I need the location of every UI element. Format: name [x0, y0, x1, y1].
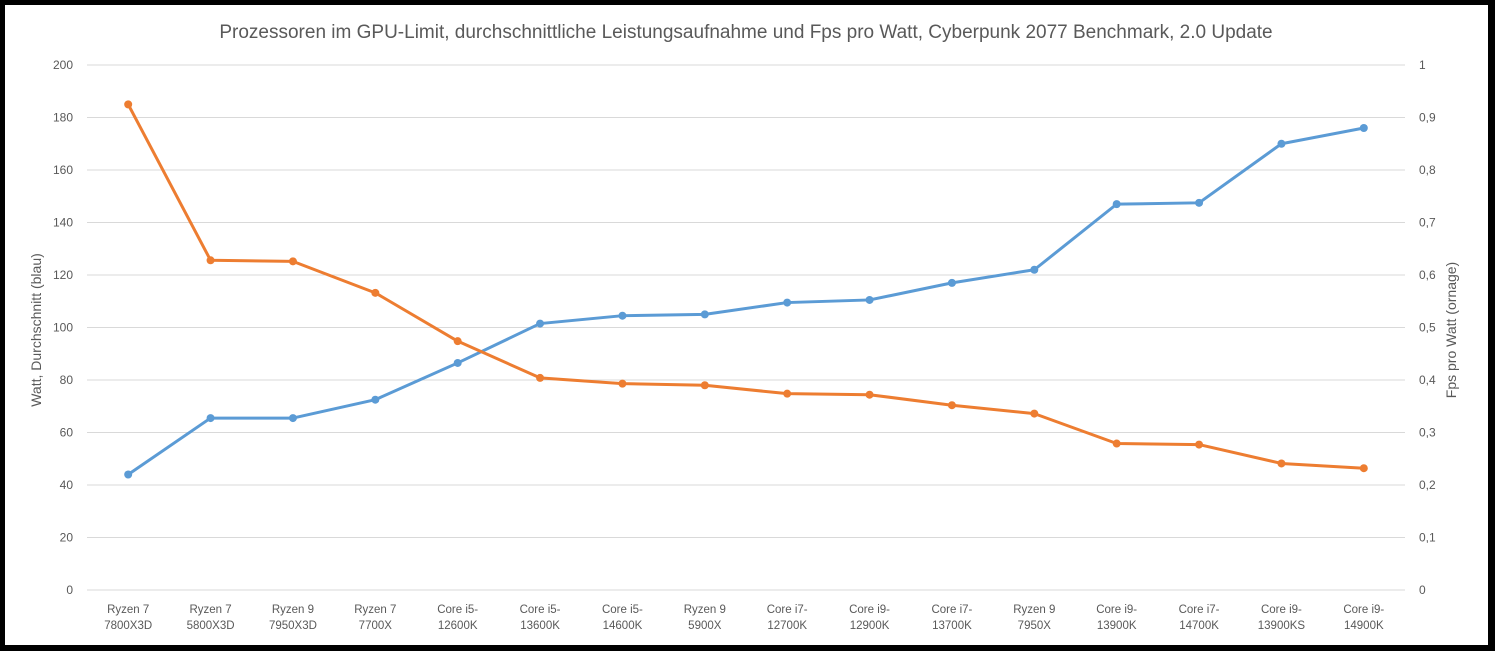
- category-label: Core i9-12900K: [849, 604, 890, 632]
- category-label: Core i7-12700K: [767, 604, 808, 632]
- category-label: Core i5-13600K: [520, 604, 561, 632]
- fps-per-watt-point: [1030, 409, 1039, 418]
- watt-point: [1277, 139, 1286, 148]
- watt-point: [700, 310, 709, 319]
- series-line-fps-per-watt: [126, 103, 1364, 470]
- watt-point: [371, 395, 380, 404]
- watt-point: [206, 414, 215, 423]
- series-layer: [124, 100, 1368, 479]
- right-tick-label: 0,4: [1419, 373, 1436, 387]
- right-tick-label: 0,2: [1419, 478, 1436, 492]
- watt-point: [1359, 124, 1368, 132]
- line-chart: Prozessoren im GPU-Limit, durchschnittli…: [28, 22, 1459, 632]
- watt-point: [124, 470, 133, 479]
- fps-per-watt-point: [700, 381, 709, 390]
- right-tick-label: 0,1: [1419, 531, 1436, 545]
- right-tick-label: 1: [1419, 58, 1426, 72]
- category-label: Core i7-13700K: [931, 604, 972, 632]
- category-label: Ryzen 7 7800X3D: [104, 604, 152, 632]
- category-label: Core i5-14600K: [602, 604, 643, 632]
- fps-per-watt-point: [124, 100, 133, 109]
- fps-per-watt-point: [536, 373, 545, 382]
- fps-per-watt-point: [1277, 459, 1286, 468]
- watt-point: [1195, 198, 1204, 207]
- right-tick-label: 0,6: [1419, 268, 1436, 282]
- left-tick-label: 80: [60, 373, 74, 387]
- category-label: Ryzen 9 7950X: [1013, 604, 1055, 632]
- right-tick-label: 0,7: [1419, 216, 1436, 230]
- fps-per-watt-point: [947, 401, 956, 410]
- left-axis-ticks: 0 20 40 60 80 100 120 140 160 180 200: [53, 58, 73, 597]
- left-tick-label: 120: [53, 268, 73, 282]
- right-axis-ticks: 0 0,1 0,2 0,3 0,4 0,5 0,6 0,7 0,8 0,9 1: [1419, 58, 1436, 597]
- fps-per-watt-point: [1195, 440, 1204, 449]
- category-label: Core i9-14900K: [1343, 604, 1384, 632]
- left-tick-label: 20: [60, 531, 74, 545]
- right-axis-label: Fps pro Watt (ornage): [1443, 262, 1459, 398]
- left-tick-label: 40: [60, 478, 74, 492]
- watt-point: [1112, 200, 1121, 209]
- watt-point: [783, 298, 792, 307]
- watt-point: [536, 319, 545, 328]
- watt-point: [453, 358, 462, 367]
- fps-per-watt-point: [288, 257, 297, 266]
- category-labels: Ryzen 7 7800X3D Ryzen 7 5800X3D Ryzen 9 7950X…: [104, 604, 1384, 632]
- fps-per-watt-point: [783, 389, 792, 398]
- fps-per-watt-point: [865, 390, 874, 399]
- fps-per-watt-point: [206, 256, 215, 265]
- watt-point: [288, 414, 297, 423]
- right-tick-label: 0,8: [1419, 163, 1436, 177]
- series-line-watt: [127, 126, 1365, 476]
- fps-per-watt-point: [1359, 464, 1368, 473]
- right-tick-label: 0,5: [1419, 321, 1436, 335]
- left-tick-label: 0: [66, 583, 73, 597]
- left-tick-label: 160: [53, 163, 73, 177]
- right-tick-label: 0,9: [1419, 111, 1436, 125]
- category-label: Core i5-12600K: [437, 604, 478, 632]
- category-label: Ryzen 7 5800X3D: [187, 604, 235, 632]
- category-label: Ryzen 7 7700X: [354, 604, 396, 632]
- left-tick-label: 140: [53, 216, 73, 230]
- left-tick-label: 60: [60, 426, 74, 440]
- grid-lines: [87, 64, 1405, 591]
- left-tick-label: 200: [53, 58, 73, 72]
- left-tick-label: 180: [53, 111, 73, 125]
- chart-area: Prozessoren im GPU-Limit, durchschnittli…: [5, 5, 1488, 645]
- left-tick-label: 100: [53, 321, 73, 335]
- fps-per-watt-point: [453, 337, 462, 346]
- right-tick-label: 0,3: [1419, 426, 1436, 440]
- fps-per-watt-point: [1112, 439, 1121, 448]
- category-label: Core i9-13900KS: [1258, 604, 1306, 632]
- category-label: Core i7-14700K: [1179, 604, 1220, 632]
- category-label: Core i9-13900K: [1096, 604, 1137, 632]
- left-axis-label: Watt, Durchschnitt (blau): [28, 253, 44, 407]
- fps-per-watt-point: [371, 288, 380, 297]
- watt-point: [618, 311, 627, 320]
- category-label: Ryzen 9 5900X: [684, 604, 726, 632]
- category-label: Ryzen 9 7950X3D: [269, 604, 317, 632]
- right-tick-label: 0: [1419, 583, 1426, 597]
- fps-per-watt-point: [618, 379, 627, 388]
- watt-point: [947, 278, 956, 287]
- watt-point: [1030, 265, 1039, 274]
- chart-title: Prozessoren im GPU-Limit, durchschnittli…: [219, 22, 1272, 43]
- watt-point: [865, 295, 874, 304]
